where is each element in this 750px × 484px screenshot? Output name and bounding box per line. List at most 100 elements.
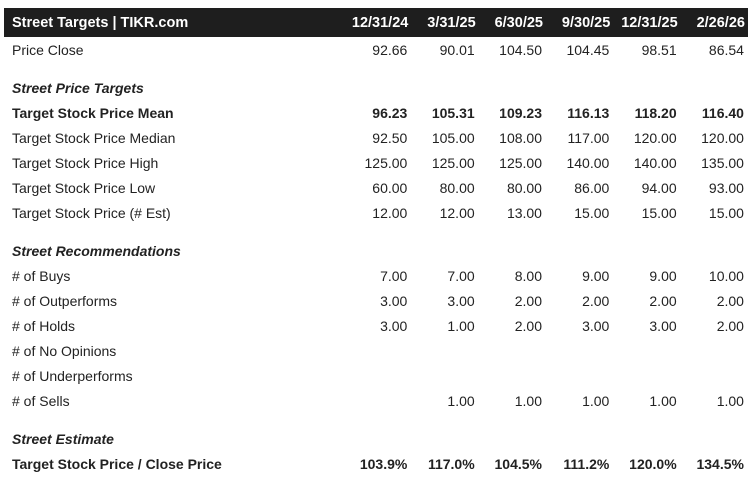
street-targets-table: Street Targets | TIKR.com 12/31/24 3/31/… (4, 8, 748, 476)
column-header-date: 12/31/24 (351, 14, 409, 31)
row-value: 116.13 (567, 104, 610, 121)
row-value: 15.00 (574, 204, 610, 221)
row-value: 1.00 (716, 392, 744, 409)
table-row: # of Buys 7.00 7.00 8.00 9.00 9.00 10.00 (4, 263, 748, 288)
section-label: Street Recommendations (12, 242, 181, 259)
row-value: 15.00 (641, 204, 677, 221)
row-value: 1.00 (582, 392, 610, 409)
row-value: 2.00 (514, 292, 542, 309)
row-value: 86.54 (708, 41, 744, 58)
row-value: 120.0% (629, 455, 677, 472)
row-label: Target Stock Price Mean (12, 104, 174, 121)
row-value: 1.00 (649, 392, 677, 409)
table-row: Target Stock Price Mean 96.23 105.31 109.23… (4, 100, 748, 125)
row-label: # of Buys (12, 267, 71, 284)
row-value: 3.00 (380, 317, 408, 334)
row-label: Target Stock Price Median (12, 129, 176, 146)
row-value: 90.01 (439, 41, 475, 58)
row-value: 13.00 (506, 204, 542, 221)
row-value: 15.00 (708, 204, 744, 221)
section-heading-estimate: Street Estimate (4, 426, 748, 451)
row-label: # of Underperforms (12, 367, 133, 384)
row-value: 98.51 (641, 41, 677, 58)
row-value: 135.00 (701, 154, 744, 171)
row-value: 60.00 (372, 179, 408, 196)
row-value: 118.20 (634, 104, 677, 121)
row-value: 2.00 (716, 292, 744, 309)
price-close-row: Price Close 92.66 90.01 104.50 104.45 98… (4, 37, 748, 62)
row-value: 120.00 (633, 129, 677, 146)
row-value: 105.31 (431, 104, 475, 121)
row-value: 134.5% (696, 455, 744, 472)
section-label: Street Estimate (12, 430, 114, 447)
row-value: 3.00 (380, 292, 408, 309)
table-row: Target Stock Price High 125.00 125.00 125.0… (4, 150, 748, 175)
row-value: 96.23 (372, 104, 408, 121)
row-value: 86.00 (574, 179, 610, 196)
row-value: 3.00 (447, 292, 475, 309)
table-row: # of Holds 3.00 1.00 2.00 3.00 3.00 2.00 (4, 313, 748, 338)
row-value: 9.00 (649, 267, 677, 284)
section-heading-price-targets: Street Price Targets (4, 75, 748, 100)
row-value: 140.00 (566, 154, 610, 171)
row-value: 105.00 (431, 129, 475, 146)
row-label: # of Sells (12, 392, 70, 409)
row-value: 109.23 (499, 104, 542, 121)
row-value: 2.00 (649, 292, 677, 309)
row-value: 1.00 (447, 392, 475, 409)
row-label: Target Stock Price Low (12, 179, 156, 196)
table-row: Target Stock Price Median 92.50 105.00 108.… (4, 125, 748, 150)
row-value: 9.00 (582, 267, 610, 284)
table-row: # of Outperforms 3.00 3.00 2.00 2.00 2.00 2.00 (4, 288, 748, 313)
row-value: 111.2% (563, 455, 610, 472)
row-value: 125.00 (431, 154, 475, 171)
column-header-date: 12/31/25 (621, 14, 678, 31)
row-value: 104.45 (566, 41, 610, 58)
row-value: 7.00 (447, 267, 475, 284)
row-value: 94.00 (641, 179, 677, 196)
row-value: 10.00 (708, 267, 744, 284)
row-label: Target Stock Price High (12, 154, 159, 171)
price-target-rows: Target Stock Price Mean 96.23 105.31 109.23… (4, 100, 748, 225)
section-label: Street Price Targets (12, 79, 144, 96)
table-row: # of Underperforms (4, 363, 748, 388)
row-value: 1.00 (514, 392, 542, 409)
row-value: 12.00 (372, 204, 408, 221)
row-label: Price Close (12, 41, 84, 58)
row-value: 104.5% (494, 455, 542, 472)
row-value: 3.00 (582, 317, 610, 334)
column-header-date: 9/30/25 (561, 14, 611, 31)
column-header-date: 2/26/26 (696, 14, 745, 31)
table-row: Target Stock Price Low 60.00 80.00 80.00 86.… (4, 175, 748, 200)
row-value: 92.66 (372, 41, 408, 58)
row-value: 104.50 (499, 41, 542, 58)
row-value: 108.00 (499, 129, 542, 146)
row-value: 116.40 (701, 104, 744, 121)
row-value: 3.00 (649, 317, 677, 334)
row-value: 8.00 (514, 267, 542, 284)
row-value: 117.00 (567, 129, 610, 146)
estimate-rows: Target Stock Price / Close Price 103.9% 11… (4, 451, 748, 476)
row-label: # of Holds (12, 317, 76, 334)
table-row: Target Stock Price (# Est) 12.00 12.00 13.0… (4, 200, 748, 225)
row-label: # of Outperforms (12, 292, 118, 309)
row-value: 125.00 (364, 154, 408, 171)
column-header-date: 6/30/25 (494, 14, 543, 31)
header-row: Street Targets | TIKR.com 12/31/24 3/31/… (4, 8, 748, 37)
row-value: 92.50 (372, 129, 408, 146)
row-value: 125.00 (499, 154, 542, 171)
row-value: 2.00 (514, 317, 542, 334)
row-value: 2.00 (716, 317, 744, 334)
row-value: 103.9% (359, 455, 408, 472)
row-value: 2.00 (582, 292, 610, 309)
column-header-date: 3/31/25 (427, 14, 476, 31)
row-value: 12.00 (439, 204, 475, 221)
row-value: 140.00 (633, 154, 677, 171)
row-value: 117.0% (427, 455, 475, 472)
row-value: 80.00 (506, 179, 542, 196)
row-value: 1.00 (447, 317, 475, 334)
section-heading-recommendations: Street Recommendations (4, 238, 748, 263)
table-title: Street Targets | TIKR.com (12, 14, 189, 31)
table-row: # of No Opinions (4, 338, 748, 363)
table-row: # of Sells 1.00 1.00 1.00 1.00 1.00 (4, 388, 748, 413)
